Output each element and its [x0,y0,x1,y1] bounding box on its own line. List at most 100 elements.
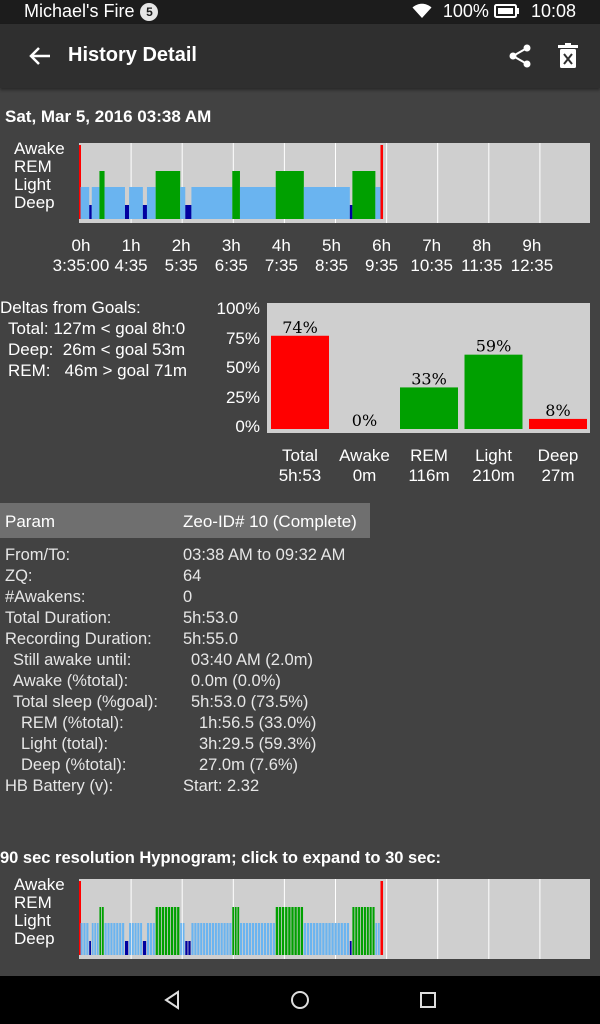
stage-segment-light [211,923,214,955]
session-date: Sat, Mar 5, 2016 03:38 AM [5,107,212,126]
delete-icon[interactable] [555,42,581,70]
param-row: Still awake until: 03:40 AM (2.0m) [0,651,600,672]
bar-rem [400,387,458,429]
stage-segment-deep [349,941,352,955]
stage-segment-light [245,923,249,955]
stage-label-rem: REM [14,893,52,912]
notification-count-badge: 5 [140,3,159,21]
nav-home-icon[interactable] [288,988,312,1012]
clock-time-label: 8:35 [314,256,349,275]
param-key: From/To: [5,546,71,564]
hypnogram-90sec-chart[interactable] [79,879,590,959]
stage-segment-light [242,923,246,955]
param-key: Still awake until: [13,651,132,669]
stage-segment-light [322,923,325,955]
stage-segment-deep [142,941,147,955]
stage-segment-rem [366,907,369,955]
stage-segment-light [214,923,217,955]
hour-label: 9h [522,236,542,255]
bar-category-light: Light 210m [462,446,526,486]
category-label: Total [282,446,318,465]
history-content[interactable]: Sat, Mar 5, 2016 03:38 AM Awake REM Ligh… [0,88,600,976]
stage-segment-light [197,923,200,955]
stage-segment-light [239,187,276,219]
stage-segment-light [119,923,122,955]
hypnogram-chart[interactable] [79,143,590,223]
hour-label: 2h [171,236,191,255]
stage-segment-rem [297,907,300,955]
category-label: Light [475,446,512,465]
stage-segment-deep [124,941,129,955]
stage-segment-light [91,923,94,955]
bar-category-awake: Awake 0m [333,446,397,486]
clock-time-label: 11:35 [461,256,503,275]
stage-segment-rem [275,171,304,219]
time-axis-tick: 7h 10:35 [397,236,467,276]
deltas-title: Deltas from Goals: [0,298,141,317]
stage-segment-light [122,923,125,955]
stage-segment-light [96,923,99,955]
stage-label-light: Light [14,175,51,194]
stage-segment-rem [372,907,375,955]
stage-segment-light [104,923,107,955]
param-value: 27.0m (7.6%) [199,756,299,774]
hypnogram-time-axis: 0h 3:35:00 1h 4:35 2h 5:35 3h 6:35 4h 7:35 5h 8:35 6… [0,236,600,280]
stage-segment-awake [79,145,81,219]
stage-segment-rem [99,171,105,219]
stage-segment-rem [288,907,291,955]
bar-value-label: 8% [545,401,570,420]
clock: 10:08 [530,1,576,21]
stage-segment-light [254,923,258,955]
stage-segment-light [182,923,185,955]
battery-icon [493,4,519,18]
y-tick-label: 50% [225,358,260,377]
stage-segment-light [134,923,137,955]
stage-segment-light [203,923,206,955]
clock-time-label: 3:35:00 [52,256,110,275]
param-row: Total Duration: 5h:53.0 [0,609,600,630]
stage-segment-light [340,923,343,955]
stage-segment-light [180,923,182,955]
hypnogram2-title[interactable]: 90 sec resolution Hypnogram; click to ex… [0,849,442,867]
nav-back-icon[interactable] [160,988,184,1012]
stage-segment-light [149,923,152,955]
stage-segment-light [346,923,350,955]
stage-segment-deep [142,205,147,219]
stage-segment-light [375,187,381,219]
hour-label: 6h [372,236,392,255]
time-axis-tick: 3h 6:35 [196,236,266,276]
stage-segment-rem [278,907,282,955]
stage-segment-light [377,923,380,955]
stage-segment-light [116,923,119,955]
stage-label-deep: Deep [14,193,55,212]
stage-segment-rem [232,907,235,955]
stage-segment-light [146,187,156,219]
stage-label-awake: Awake [14,875,65,894]
param-key: Total Duration: [5,609,112,627]
back-arrow-icon[interactable] [26,43,54,69]
stage-segment-light [137,923,140,955]
param-row: HB Battery (v): Start: 2.32 [0,777,600,798]
stage-segment-light [110,923,113,955]
stage-segment-rem [291,907,294,955]
share-icon[interactable] [506,42,534,70]
stage-segment-rem [164,907,168,955]
stage-segment-light [91,187,100,219]
clock-time-label: 5:35 [164,256,198,275]
stage-segment-rem [358,907,361,955]
stage-segment-light [94,923,97,955]
stage-segment-rem [352,907,355,955]
stage-segment-rem [352,171,376,219]
param-value: 64 [183,567,202,585]
stage-segment-awake [380,881,384,955]
stage-segment-rem [275,907,279,955]
stage-segment-rem [369,907,372,955]
stage-segment-light [306,923,310,955]
nav-recents-icon[interactable] [416,988,440,1012]
stage-segment-rem [363,907,366,955]
category-sublabel: 210m [472,466,515,485]
stage-segment-rem [155,171,181,219]
param-row: Total sleep (%goal): 5h:53.0 (73.5%) [0,693,600,714]
param-table-header: Param Zeo-ID# 10 (Complete) [0,503,370,538]
stage-segment-rem [355,907,358,955]
